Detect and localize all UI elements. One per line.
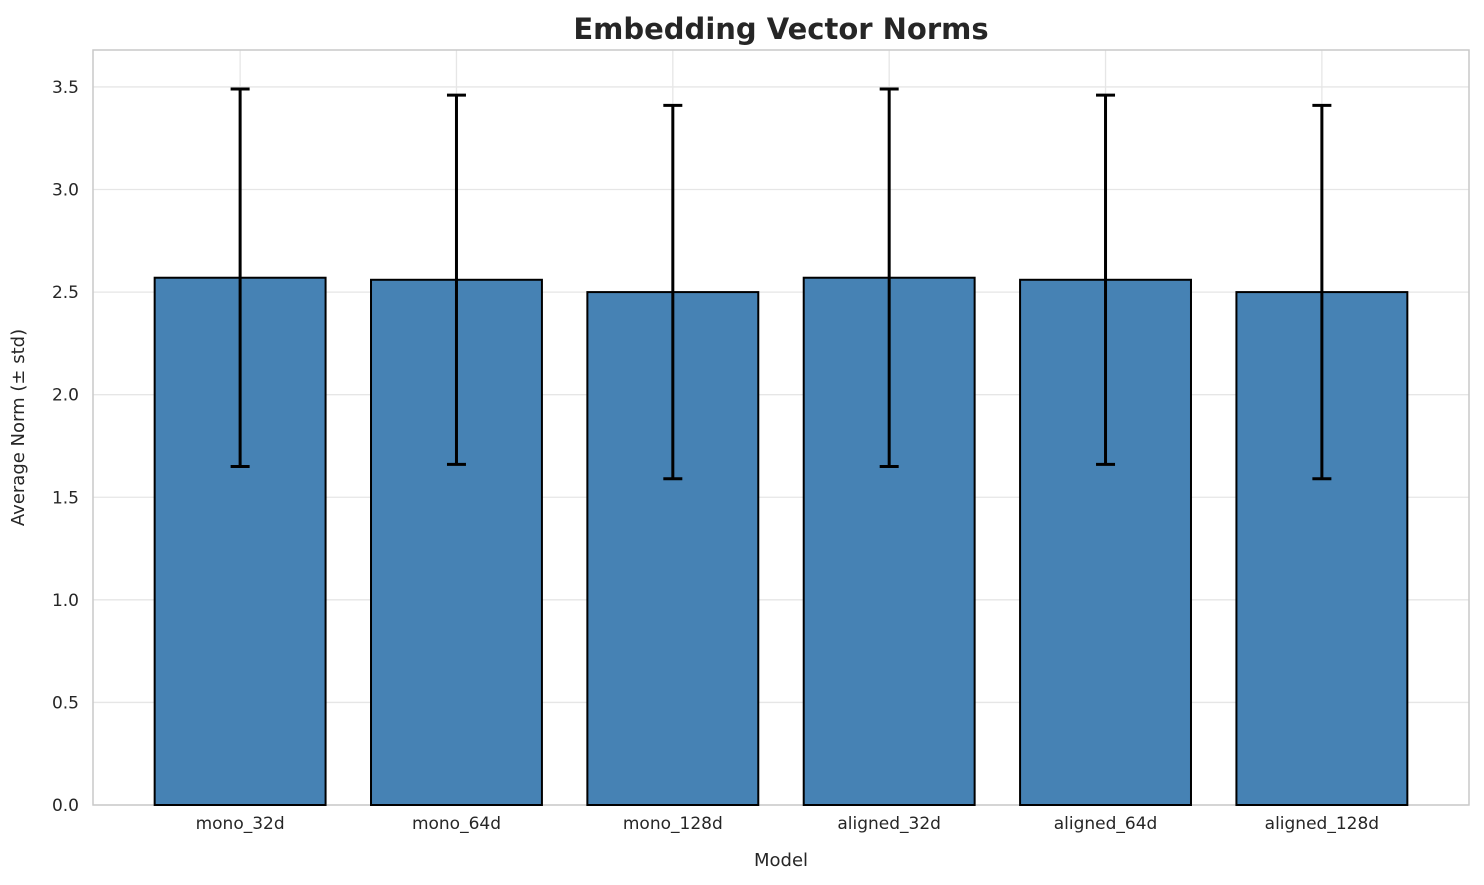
- error-bar-aligned_128d: [1312, 103, 1332, 481]
- plot-frame: [92, 49, 1470, 806]
- x-axis-label: Model: [754, 850, 808, 871]
- y-tick-label: 0.5: [52, 693, 79, 713]
- y-tick-label: 1.0: [52, 591, 79, 611]
- x-tick-label-mono_32d: mono_32d: [196, 814, 285, 834]
- y-tick-label: 1.5: [52, 488, 79, 508]
- x-tick-label-aligned_64d: aligned_64d: [1054, 814, 1158, 834]
- y-tick-labels: 0.0 0.5 1.0 1.5 2.0 2.5 3.0 3.5: [52, 78, 79, 816]
- y-tick-label: 3.5: [52, 78, 79, 98]
- error-bar-aligned_64d: [1096, 93, 1116, 466]
- y-axis-label: Average Norm (± std): [8, 329, 29, 526]
- error-bar-mono_32d: [230, 87, 250, 468]
- y-tick-label: 2.0: [52, 386, 79, 406]
- y-tick-label: 0.0: [52, 796, 79, 816]
- bars-group: [153, 276, 1409, 807]
- error-bar-mono_64d: [446, 93, 466, 466]
- x-tick-label-aligned_32d: aligned_32d: [837, 814, 941, 834]
- y-tick-label: 2.5: [52, 283, 79, 303]
- chart-title: Embedding Vector Norms: [573, 12, 988, 46]
- y-tick-label: 3.0: [52, 181, 79, 201]
- x-tick-label-aligned_128d: aligned_128d: [1265, 814, 1379, 834]
- error-bar-mono_128d: [663, 103, 683, 481]
- x-tick-label-mono_128d: mono_128d: [623, 814, 723, 834]
- error-bar-aligned_32d: [879, 87, 899, 468]
- x-tick-labels: mono_32d mono_64d mono_128d aligned_32d alig…: [196, 814, 1380, 834]
- x-tick-label-mono_64d: mono_64d: [412, 814, 501, 834]
- error-bars-group: [230, 87, 1332, 481]
